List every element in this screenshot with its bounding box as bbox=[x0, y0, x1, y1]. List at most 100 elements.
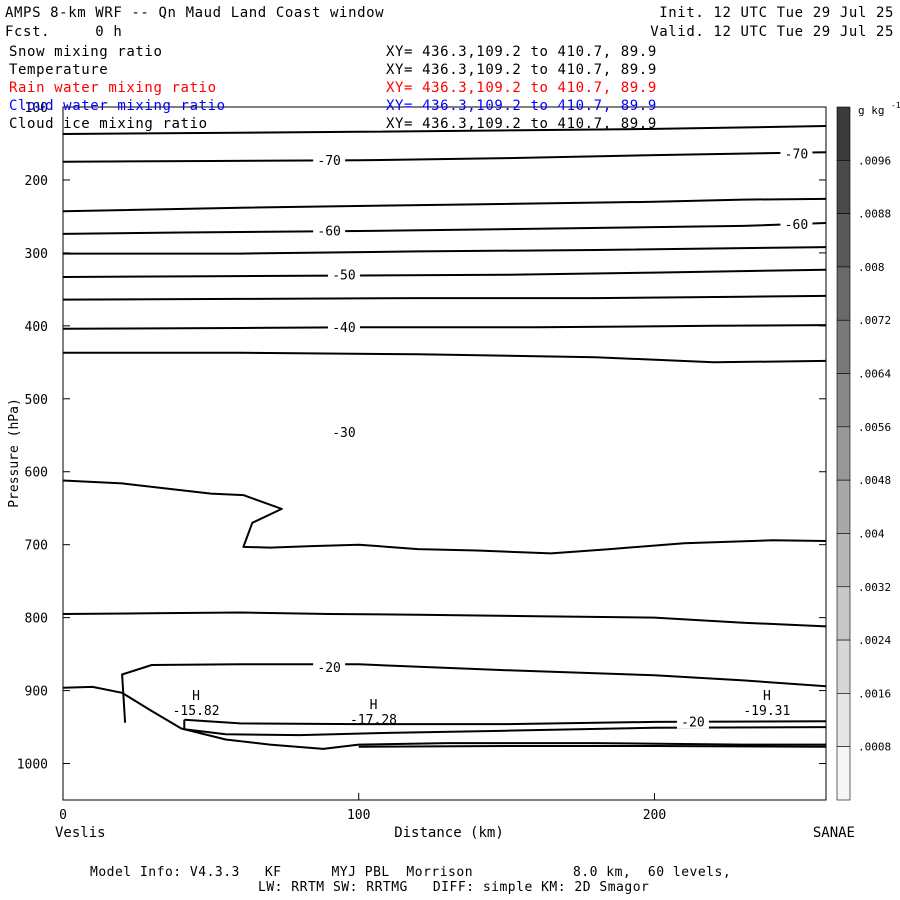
field-label: Cloud water mixing ratio bbox=[9, 98, 226, 114]
contour-label: -60 bbox=[785, 218, 808, 233]
contour-label-bg bbox=[327, 320, 360, 335]
colorbar-tick-label: .0048 bbox=[858, 474, 891, 487]
contour-label: -70 bbox=[317, 154, 340, 169]
temperature-contour bbox=[62, 294, 827, 301]
colorbar-bin bbox=[836, 213, 851, 268]
forecast-hour: Fcst. 0 h bbox=[5, 24, 123, 40]
high-marker: H bbox=[370, 698, 378, 713]
colorbar-tick-label: .0056 bbox=[858, 421, 891, 434]
colorbar-bin bbox=[836, 160, 851, 214]
x-tick-label: 100 bbox=[347, 808, 370, 823]
contour-label-bg bbox=[676, 714, 709, 729]
field-xy-range: XY= 436.3,109.2 to 410.7, 89.9 bbox=[386, 98, 657, 114]
temperature-contour bbox=[62, 268, 827, 278]
contour-label-bg bbox=[327, 425, 360, 440]
y-tick-label: 900 bbox=[25, 685, 48, 700]
colorbar-tick-label: .0008 bbox=[858, 741, 891, 754]
x-tick-label: 0 bbox=[59, 808, 67, 823]
colorbar-tick-label: .0072 bbox=[858, 314, 891, 327]
colorbar-bin bbox=[836, 746, 851, 801]
colorbar-bin bbox=[836, 479, 851, 534]
colorbar-unit: g kg bbox=[858, 104, 885, 117]
temperature-contour bbox=[358, 745, 827, 748]
colorbar: .0096 .0088 .008 .0072 .0064 .0056 .0048 .004 .0… bbox=[836, 101, 900, 801]
temperature-contour bbox=[62, 125, 827, 135]
temperature-contour bbox=[62, 685, 826, 750]
y-axis-label: Pressure (hPa) bbox=[7, 398, 22, 508]
temperature-contour bbox=[62, 151, 827, 163]
contour-label-bg bbox=[327, 267, 360, 282]
colorbar-bin bbox=[836, 319, 851, 374]
high-value: -19.31 bbox=[743, 704, 790, 719]
colorbar-bin bbox=[836, 693, 851, 747]
colorbar-tick-label: .0064 bbox=[858, 368, 891, 381]
field-label: Rain water mixing ratio bbox=[9, 80, 217, 96]
y-tick-label: 100 bbox=[25, 101, 48, 116]
colorbar-tick-label: .0096 bbox=[858, 154, 891, 167]
colorbar-tick-label: .0032 bbox=[858, 581, 891, 594]
colorbar-unit-exponent: -1 bbox=[891, 101, 900, 110]
high-marker: H bbox=[763, 689, 771, 704]
temperature-contour bbox=[62, 324, 827, 330]
high-value: -15.82 bbox=[173, 704, 220, 719]
contour-label: -50 bbox=[332, 269, 355, 284]
colorbar-bin bbox=[836, 266, 851, 321]
field-xy-range: XY= 436.3,109.2 to 410.7, 89.9 bbox=[386, 44, 657, 60]
valid-time: Valid. 12 UTC Tue 29 Jul 25 bbox=[650, 24, 894, 40]
x-axis-label: Distance (km) bbox=[394, 825, 504, 841]
colorbar-tick-label: .004 bbox=[858, 527, 885, 540]
model-physics: LW: RRTM SW: RRTMG DIFF: simple KM: 2D S… bbox=[258, 880, 650, 895]
y-tick-label: 200 bbox=[25, 174, 48, 189]
field-label: Snow mixing ratio bbox=[9, 44, 163, 60]
y-tick-label: 400 bbox=[25, 320, 48, 335]
contour-label-bg bbox=[313, 223, 346, 238]
model-info: Model Info: V4.3.3 KF MYJ PBL Morrison 8… bbox=[90, 865, 732, 880]
y-tick-label: 500 bbox=[25, 393, 48, 408]
x-tick-label: 200 bbox=[643, 808, 666, 823]
contour-label: -60 bbox=[317, 225, 340, 240]
init-time: Init. 12 UTC Tue 29 Jul 25 bbox=[659, 5, 894, 21]
contour-label-bg bbox=[313, 152, 346, 167]
colorbar-tick-label: .008 bbox=[858, 261, 885, 274]
x-start-location: Veslis bbox=[55, 825, 106, 841]
colorbar-bin bbox=[836, 373, 851, 428]
plot-frame bbox=[62, 106, 827, 801]
temperature-contour bbox=[62, 222, 827, 235]
y-tick-label: 800 bbox=[25, 612, 48, 627]
field-xy-range: XY= 436.3,109.2 to 410.7, 89.9 bbox=[386, 80, 657, 96]
contour-labels: -70 -70-60 -60-50-40-30-20-20H-15.82 H-17.2… bbox=[173, 146, 813, 731]
temperature-contour bbox=[63, 246, 827, 255]
temperature-contour bbox=[63, 351, 827, 364]
high-value: -17.28 bbox=[350, 713, 397, 728]
contour-lines bbox=[62, 125, 827, 750]
temperature-contour bbox=[184, 718, 827, 726]
colorbar-tick-label: .0088 bbox=[858, 208, 891, 221]
field-label: Cloud ice mixing ratio bbox=[9, 116, 208, 132]
field-label: Temperature bbox=[9, 62, 109, 78]
colorbar-bin bbox=[836, 639, 851, 694]
field-xy-range: XY= 436.3,109.2 to 410.7, 89.9 bbox=[386, 62, 657, 78]
y-tick-label: 300 bbox=[25, 247, 48, 262]
field-xy-range: XY= 436.3,109.2 to 410.7, 89.9 bbox=[386, 116, 657, 132]
chart-title: AMPS 8-km WRF -- Qn Maud Land Coast wind… bbox=[5, 5, 385, 21]
temperature-contour bbox=[62, 479, 827, 555]
contour-label-bg bbox=[780, 217, 813, 232]
temperature-contour bbox=[62, 611, 827, 628]
y-tick-label: 600 bbox=[25, 466, 48, 481]
colorbar-bin bbox=[836, 426, 851, 481]
temperature-contour bbox=[121, 663, 827, 723]
axes: 100 200 300 400 500 600 700 800 900 1000 0 100 200 Pr… bbox=[7, 101, 855, 841]
contour-label: -30 bbox=[332, 426, 355, 441]
contour-label-bg bbox=[313, 659, 346, 674]
temperature-contour bbox=[183, 719, 827, 737]
contour-label: -20 bbox=[317, 661, 340, 676]
colorbar-bin bbox=[836, 586, 851, 641]
colorbar-bin bbox=[836, 533, 851, 588]
colorbar-bin bbox=[836, 106, 851, 161]
contour-label-bg bbox=[780, 146, 813, 161]
colorbar-tick-label: .0024 bbox=[858, 634, 891, 647]
x-end-location: SANAE bbox=[813, 825, 855, 841]
contour-label: -70 bbox=[785, 147, 808, 162]
y-tick-label: 700 bbox=[25, 539, 48, 554]
temperature-contour bbox=[62, 197, 827, 213]
